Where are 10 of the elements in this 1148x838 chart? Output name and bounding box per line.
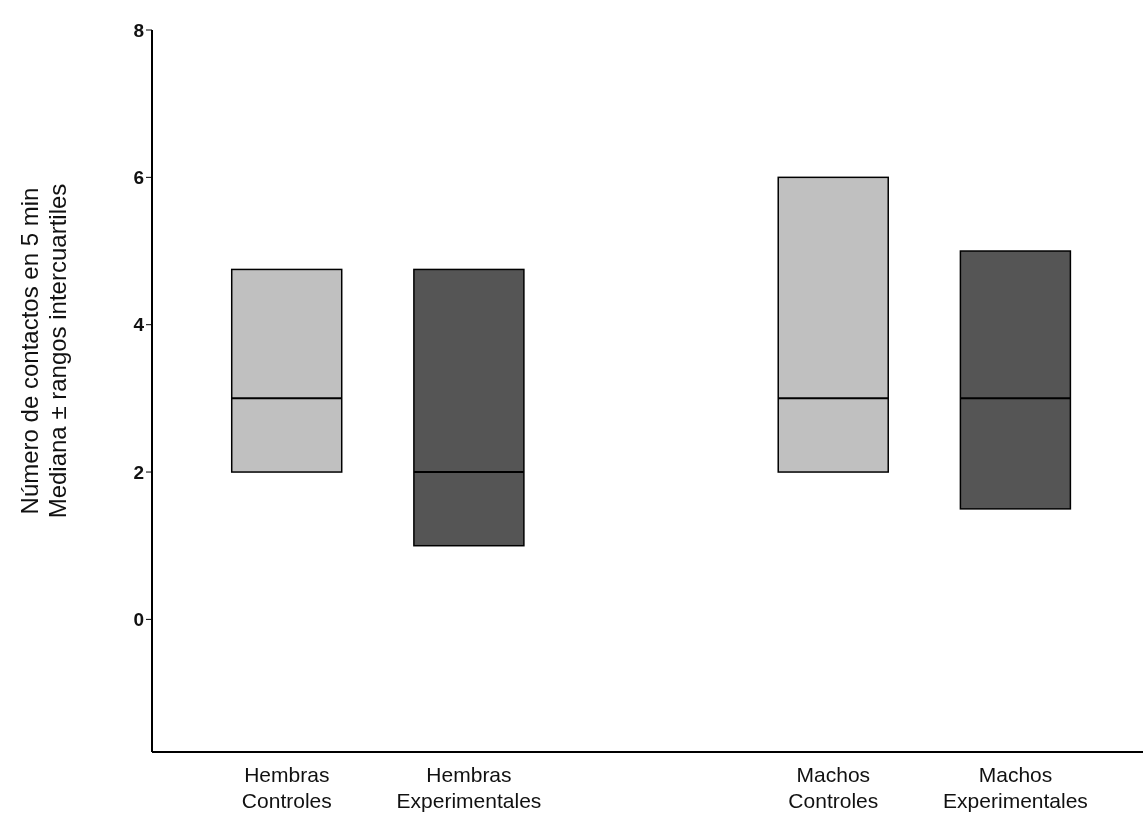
y-tick-label: 0 [133,609,144,631]
x-tick-label: Machos Experimentales [943,763,1088,812]
x-tick-label: Hembras Experimentales [396,763,542,812]
x-tick-label: Hembras Controles [241,763,332,812]
y-tick-label: 4 [133,314,145,336]
y-axis-title: Número de contactos en 5 min Mediana ± rangos intercuartiles [16,183,71,519]
y-tick-label: 2 [133,461,144,483]
y-tick-label: 6 [133,167,144,189]
x-tick-label: Machos Controles [788,763,879,812]
y-tick-label: 8 [133,19,144,41]
